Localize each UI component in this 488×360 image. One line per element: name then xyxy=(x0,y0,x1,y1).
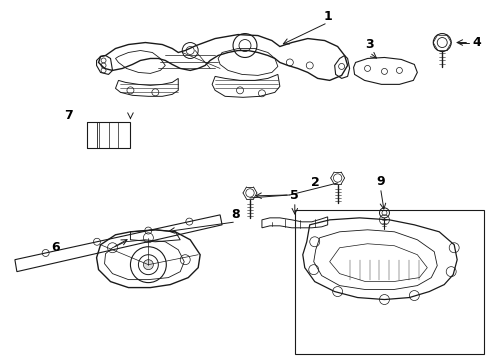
Text: 4: 4 xyxy=(472,36,481,49)
Bar xyxy=(294,210,483,354)
Text: 6: 6 xyxy=(51,241,60,254)
Text: 3: 3 xyxy=(365,38,373,51)
Text: 9: 9 xyxy=(375,175,384,189)
Text: 2: 2 xyxy=(311,176,320,189)
Text: 8: 8 xyxy=(231,208,240,221)
Text: 1: 1 xyxy=(323,10,331,23)
Circle shape xyxy=(143,260,153,270)
Text: 7: 7 xyxy=(64,109,73,122)
Text: 5: 5 xyxy=(290,189,299,202)
